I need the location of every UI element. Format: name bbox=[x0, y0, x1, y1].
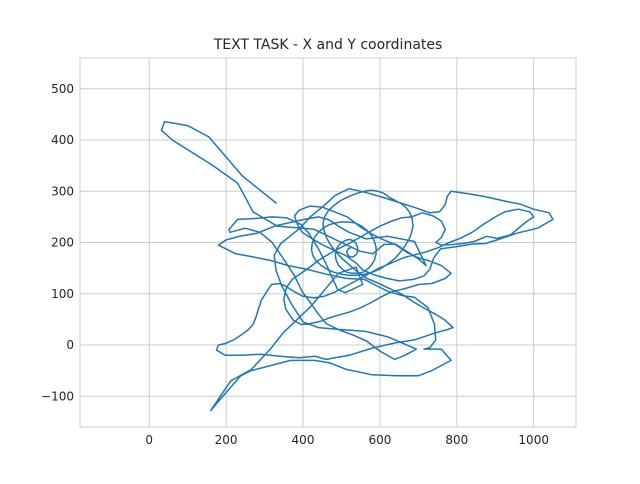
y-tick-label: 200 bbox=[51, 236, 74, 250]
y-tick-labels: −100 0 100 200 300 400 500 bbox=[41, 82, 74, 404]
series-layer bbox=[160, 120, 554, 412]
x-tick-label: 200 bbox=[215, 433, 238, 447]
x-tick-labels: 0 200 400 600 800 1000 bbox=[145, 433, 549, 447]
y-tick-label: 300 bbox=[51, 184, 74, 198]
y-tick-label: −100 bbox=[41, 389, 74, 403]
y-tick-label: 100 bbox=[51, 287, 74, 301]
series-line bbox=[160, 120, 554, 412]
x-tick-label: 800 bbox=[445, 433, 468, 447]
x-tick-label: 0 bbox=[145, 433, 153, 447]
x-tick-label: 1000 bbox=[518, 433, 549, 447]
grid-layer bbox=[80, 58, 576, 427]
chart-title: TEXT TASK - X and Y coordinates bbox=[213, 37, 443, 53]
x-tick-label: 600 bbox=[368, 433, 391, 447]
y-tick-label: 400 bbox=[51, 133, 74, 147]
x-tick-label: 400 bbox=[292, 433, 315, 447]
y-tick-label: 0 bbox=[66, 338, 74, 352]
y-tick-label: 500 bbox=[51, 82, 74, 96]
